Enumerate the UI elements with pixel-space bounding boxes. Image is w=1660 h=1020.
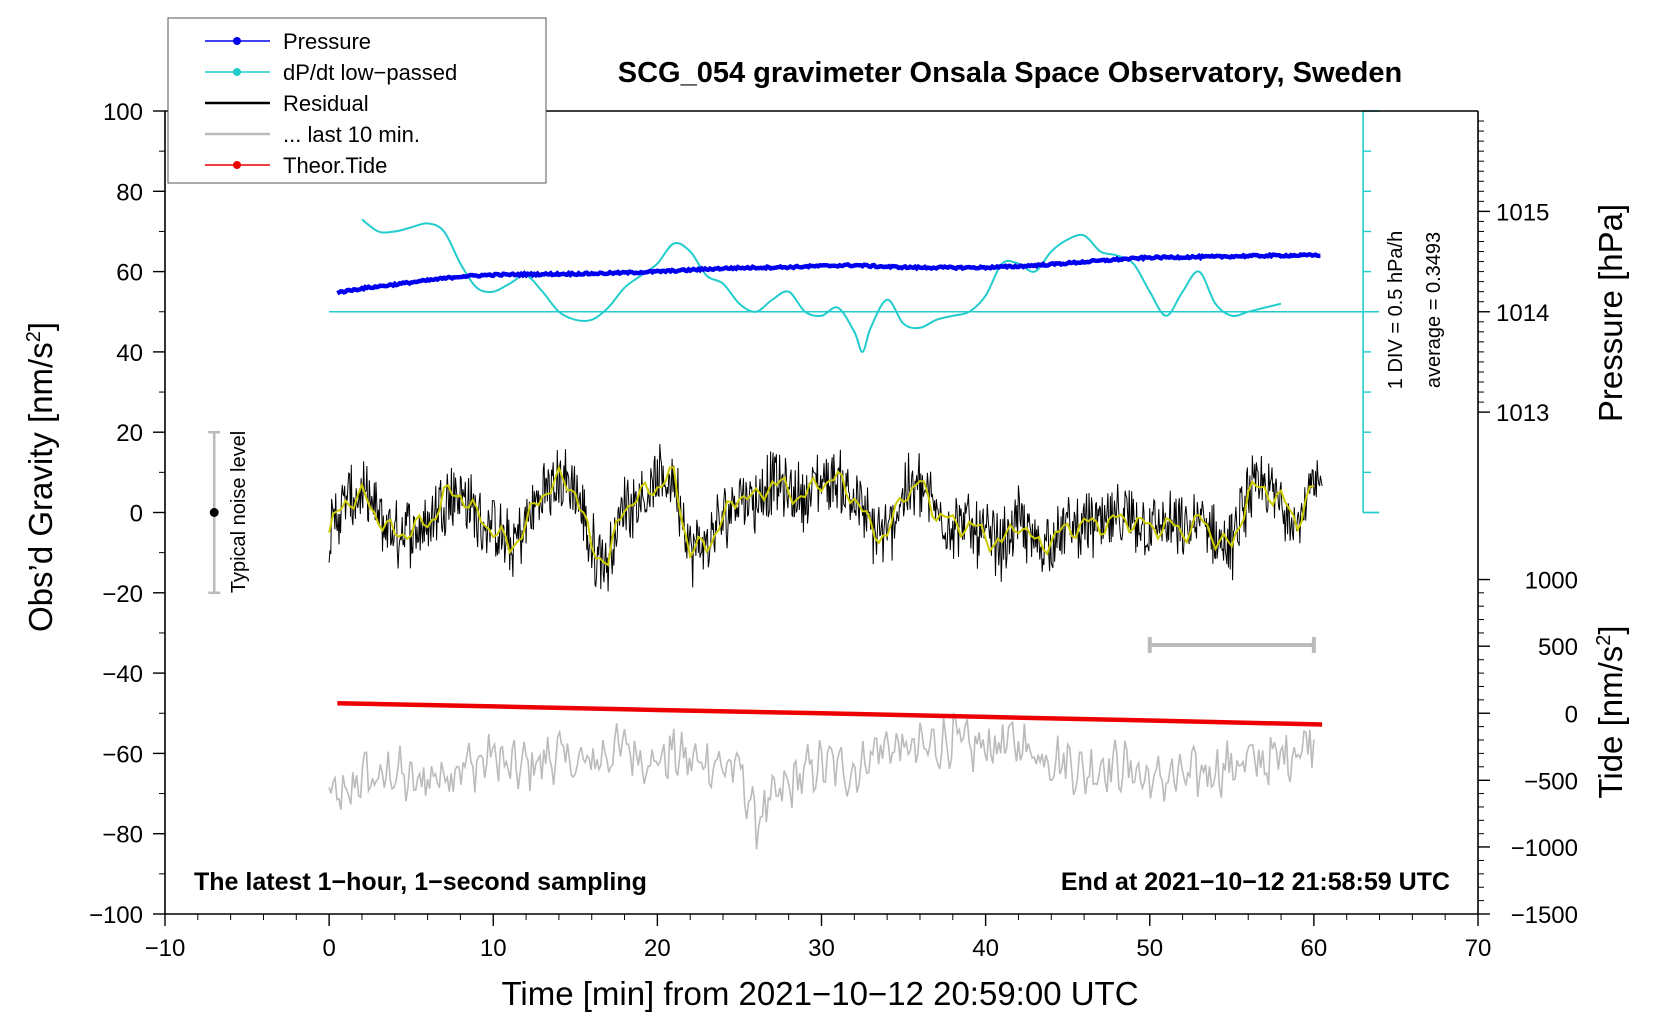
legend-marker — [233, 161, 241, 169]
legend-label: ... last 10 min. — [283, 122, 420, 147]
annotation-layer — [208, 110, 1380, 653]
y-tick-label: 60 — [116, 260, 143, 287]
y-tick-label: −60 — [102, 741, 143, 768]
y-axis-title-left: Obs’d Gravity [nm/s2] — [22, 322, 59, 632]
legend-marker — [233, 37, 241, 45]
tide-tick-label: −1000 — [1511, 835, 1578, 862]
y-tick-label: −80 — [102, 822, 143, 849]
series-residual-smoothed-line — [328, 464, 1315, 567]
pressure-div-label: 1 DIV = 0.5 hPa/h — [1385, 231, 1407, 389]
x-tick-label: 0 — [322, 935, 335, 962]
y-tick-label: 80 — [116, 179, 143, 206]
tide-tick-label: −500 — [1524, 768, 1578, 795]
x-tick-label: 30 — [808, 935, 835, 962]
tide-tick-label: 1000 — [1525, 568, 1578, 595]
legend-entry: Residual — [205, 91, 369, 116]
x-tick-label: 60 — [1301, 935, 1328, 962]
legend-entry: ... last 10 min. — [205, 122, 420, 147]
pressure-tick-label: 1014 — [1496, 300, 1549, 327]
tide-axis-title: Tide [nm/s2] — [1592, 625, 1629, 798]
x-axis-title: Time [min] from 2021−10−12 20:59:00 UTC — [501, 975, 1138, 1012]
y-axis-title-left-sup: 2 — [23, 331, 45, 342]
legend-label: dP/dt low−passed — [283, 60, 457, 85]
legend: Pressure dP/dt low−passed Residual ... last… — [167, 17, 547, 184]
legend-marker — [233, 68, 241, 76]
x-tick-label: 40 — [972, 935, 999, 962]
pressure-tick-label: 1015 — [1496, 199, 1549, 226]
series-theor-tide-line — [337, 700, 1323, 727]
tide-tick-label: −1500 — [1511, 902, 1578, 929]
noise-bar-dot — [209, 508, 219, 517]
x-tick-label: 70 — [1465, 935, 1492, 962]
y-tick-label: 20 — [116, 420, 143, 447]
legend-entry: Pressure — [205, 29, 371, 54]
y-tick-label: 0 — [130, 501, 143, 528]
pressure-axis-title: Pressure [hPa] — [1592, 204, 1629, 422]
legend-label: Pressure — [283, 29, 371, 54]
y-tick-label: −100 — [89, 902, 143, 929]
legend-label: Residual — [283, 91, 369, 116]
y-tick-label: −40 — [102, 661, 143, 688]
tide-tick-label: 500 — [1538, 634, 1578, 661]
series-last-10-min-line — [328, 712, 1315, 850]
tide-axis-title-sup: 2 — [1593, 635, 1615, 646]
x-tick-label: −10 — [145, 935, 186, 962]
y-tick-label: 100 — [103, 99, 143, 126]
tide-tick-label: 0 — [1565, 701, 1578, 728]
x-tick-label: 20 — [644, 935, 671, 962]
legend-entry: Theor.Tide — [205, 153, 387, 178]
legend-entries: Pressure dP/dt low−passed Residual ... last… — [205, 29, 457, 178]
pressure-average-label: average = 0.3493 — [1423, 232, 1445, 388]
y-tick-label: 40 — [116, 340, 143, 367]
x-tick-label: 50 — [1136, 935, 1163, 962]
legend-box — [167, 17, 547, 184]
axes-layer: −10 0 10 20 30 40 50 60 70100806040200−20−40−60−… — [89, 99, 1578, 962]
series-pressure-line — [336, 251, 1321, 296]
note-sampling: The latest 1−hour, 1−second sampling — [194, 868, 647, 896]
noise-level-label: Typical noise level — [228, 431, 250, 593]
pressure-tick-label: 1013 — [1496, 400, 1549, 427]
series-layer — [328, 218, 1323, 850]
note-end-time: End at 2021−10−12 21:58:59 UTC — [1061, 868, 1450, 896]
x-tick-label: 10 — [480, 935, 507, 962]
legend-entry: dP/dt low−passed — [205, 60, 457, 85]
y-tick-label: −20 — [102, 581, 143, 608]
chart-title: SCG_054 gravimeter Onsala Space Observat… — [618, 57, 1402, 89]
legend-label: Theor.Tide — [283, 153, 387, 178]
